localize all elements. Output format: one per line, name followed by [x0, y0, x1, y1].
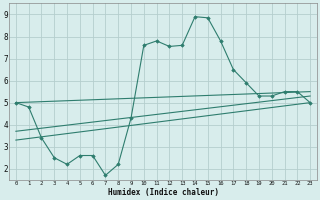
X-axis label: Humidex (Indice chaleur): Humidex (Indice chaleur) [108, 188, 219, 197]
